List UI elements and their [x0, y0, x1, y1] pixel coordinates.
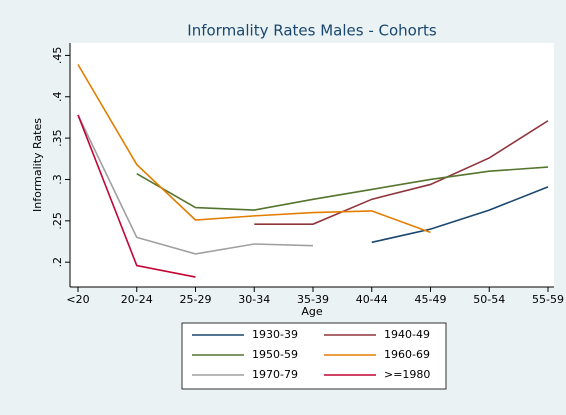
y-axis-label: Informality Rates: [31, 118, 44, 212]
x-tick-label: 40-44: [356, 293, 388, 306]
x-tick-label: 45-49: [415, 293, 447, 306]
series-line: [77, 114, 196, 278]
chart-title: Informality Rates Males - Cohorts: [187, 22, 437, 40]
x-tick-label: 30-34: [238, 293, 270, 306]
x-tick-label: 25-29: [180, 293, 212, 306]
legend-label: 1940-49: [384, 328, 430, 341]
y-tick-label: .3: [51, 174, 64, 185]
legend-label: 1930-39: [252, 328, 298, 341]
y-tick-label: .25: [51, 212, 64, 230]
x-tick-label: 55-59: [532, 293, 564, 306]
series-line: [371, 186, 549, 244]
series-line: [136, 166, 549, 211]
series-line: [77, 64, 431, 234]
series-line: [254, 120, 549, 225]
series-line: [77, 114, 314, 255]
legend-label: 1960-69: [384, 348, 430, 361]
y-tick-label: .4: [51, 92, 64, 103]
y-tick-label: .35: [51, 129, 64, 147]
legend-label: 1950-59: [252, 348, 298, 361]
legend: [181, 322, 447, 390]
legend-label: >=1980: [384, 368, 430, 381]
y-tick-label: .45: [51, 47, 64, 65]
legend-label: 1970-79: [252, 368, 298, 381]
x-tick-label: 35-39: [297, 293, 329, 306]
y-tick-label: .2: [51, 257, 64, 268]
plot-area: [70, 43, 554, 287]
x-tick-label: 20-24: [121, 293, 153, 306]
x-tick-label: 50-54: [473, 293, 505, 306]
x-tick-label: <20: [66, 293, 89, 306]
x-axis-label: Age: [301, 305, 323, 318]
